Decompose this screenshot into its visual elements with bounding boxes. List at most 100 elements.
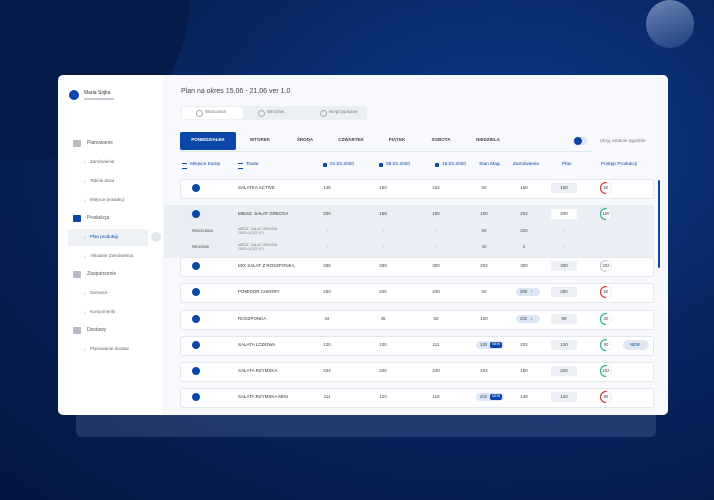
location-icon — [320, 110, 327, 117]
avatar — [69, 90, 79, 100]
cell-value: 111 — [432, 342, 440, 347]
app-window: Maria Sójka Planowanie › Zamówienia › Tabela … — [58, 75, 668, 415]
ring-arc — [599, 364, 613, 378]
menu-item[interactable]: Surowce — [90, 290, 108, 295]
sub-location: Wrocław — [192, 244, 210, 249]
location-tab[interactable]: Warszawa — [205, 109, 226, 114]
plan-value: 200 — [560, 368, 568, 373]
day-tab[interactable]: CZWARTEK — [338, 137, 364, 142]
day-tab[interactable]: SOBOTA — [431, 137, 451, 142]
day-tab[interactable]: PONIEDZIAŁEK — [191, 137, 225, 142]
orders-pill — [516, 288, 540, 296]
action-label[interactable]: NEW — [630, 342, 640, 347]
cell-value: 280 — [379, 263, 387, 268]
menu-heading[interactable]: Zaopatrzenie — [87, 271, 117, 277]
ring-arc — [599, 285, 613, 299]
menu-heading[interactable]: Produkcja — [87, 215, 110, 221]
cell-value: 150 — [379, 185, 387, 190]
row-dot[interactable] — [192, 315, 200, 323]
progress-value: 80 — [603, 394, 609, 399]
row-dot[interactable] — [192, 367, 200, 375]
menu-chevron: › — [84, 179, 86, 185]
day-tab[interactable]: ŚRODA — [296, 137, 314, 142]
column-header[interactable]: Zamówienia — [513, 162, 539, 167]
cell-value: 200 — [379, 289, 387, 294]
progress-value: 202 — [602, 368, 610, 373]
row-card — [180, 362, 654, 382]
cell-value: 152 — [432, 185, 440, 190]
column-header[interactable]: Miejsce Komp — [190, 162, 221, 167]
day-tab[interactable]: WTOREK — [250, 137, 270, 142]
day-tab-active[interactable] — [180, 132, 236, 150]
column-header[interactable]: Postęp Produkcji — [601, 162, 637, 167]
column-header[interactable]: Stan Mag. — [479, 162, 501, 167]
menu-item[interactable]: Komponenty — [90, 309, 116, 314]
cell-value: 50 — [481, 185, 487, 190]
plan-box — [551, 366, 577, 376]
progress-value: 202 — [602, 263, 610, 268]
location-tab[interactable]: Nieprzypisane — [329, 109, 358, 114]
cell-value: 200 — [379, 368, 387, 373]
progress-value: 50 — [603, 289, 609, 294]
orders-value: 202 — [520, 316, 527, 321]
menu-chevron: › — [84, 235, 86, 241]
row-card — [180, 257, 654, 277]
row-dot[interactable] — [192, 262, 200, 270]
progress-value: 50 — [603, 185, 609, 190]
column-header[interactable]: Towar — [246, 162, 259, 167]
row-dot[interactable] — [192, 184, 200, 192]
row-dot[interactable] — [192, 210, 200, 218]
menu-chevron: › — [84, 310, 86, 316]
plan-value: 90 — [561, 316, 567, 321]
plan-value: 250 — [560, 289, 568, 294]
sub-cell: - — [382, 244, 384, 249]
product-name: SAŁATA RZYMSKA — [238, 368, 278, 373]
progress-ring — [599, 312, 613, 326]
product-name: SAŁATA LODOWA — [238, 342, 276, 347]
scrollbar — [658, 180, 660, 268]
row-dot[interactable] — [192, 393, 200, 401]
calendar-icon — [379, 163, 383, 167]
plan-box — [551, 314, 577, 324]
collapse-button[interactable] — [151, 232, 161, 242]
cell-value: 100 — [480, 316, 488, 321]
menu-item[interactable]: Miejsce produkcji — [90, 197, 125, 202]
menu-item[interactable]: Planowanie dostaw — [90, 346, 129, 351]
toggle-label[interactable]: Ukryj ostatnie tygodnie — [600, 138, 646, 143]
day-tab[interactable]: PIĄTEK — [388, 137, 406, 142]
row-dot[interactable] — [192, 341, 200, 349]
menu-heading[interactable]: Dostawy — [87, 327, 107, 333]
column-header[interactable]: 08.02.2020 — [386, 162, 411, 167]
plan-box — [551, 183, 577, 193]
menu-item[interactable]: Tabela dział — [90, 178, 114, 183]
cell-value: 200 — [323, 211, 331, 216]
cell-value: 250 — [323, 289, 331, 294]
row-card — [180, 336, 654, 356]
day-tab[interactable]: NIEDZIELA — [476, 137, 500, 142]
menu-active-bg — [68, 229, 148, 246]
cell-value: 202 — [520, 342, 528, 347]
product-name: MIX SAŁAT Z ROSZPONKĄ — [238, 263, 295, 268]
column-header[interactable]: Plan — [562, 162, 572, 167]
cell-value: 120 — [379, 394, 387, 399]
row-dot[interactable] — [192, 288, 200, 296]
column-header[interactable]: 16.02.2020 — [442, 162, 467, 167]
action-button[interactable] — [623, 340, 649, 350]
menu-chevron: › — [84, 198, 86, 204]
menu-heading[interactable]: Planowanie — [87, 140, 113, 146]
cell-value: 190 — [432, 211, 440, 216]
menu-item[interactable]: Plan produkcji — [90, 234, 119, 239]
location-tab[interactable]: Wrocław — [267, 109, 285, 114]
calendar-icon — [435, 163, 439, 167]
column-header[interactable]: 01.02.2020 — [330, 162, 355, 167]
trend-arrow: ↑ — [530, 289, 533, 295]
sub-cell: - — [563, 228, 565, 233]
progress-ring — [599, 181, 613, 195]
progress-ring — [599, 390, 613, 404]
menu-item[interactable]: Zamówienia — [90, 159, 115, 164]
plan-value: 150 — [560, 185, 568, 190]
cell-value: 111 — [323, 394, 331, 399]
cell-value: 50 — [433, 316, 439, 321]
menu-item[interactable]: Aktualne Zamówienia — [90, 253, 134, 258]
